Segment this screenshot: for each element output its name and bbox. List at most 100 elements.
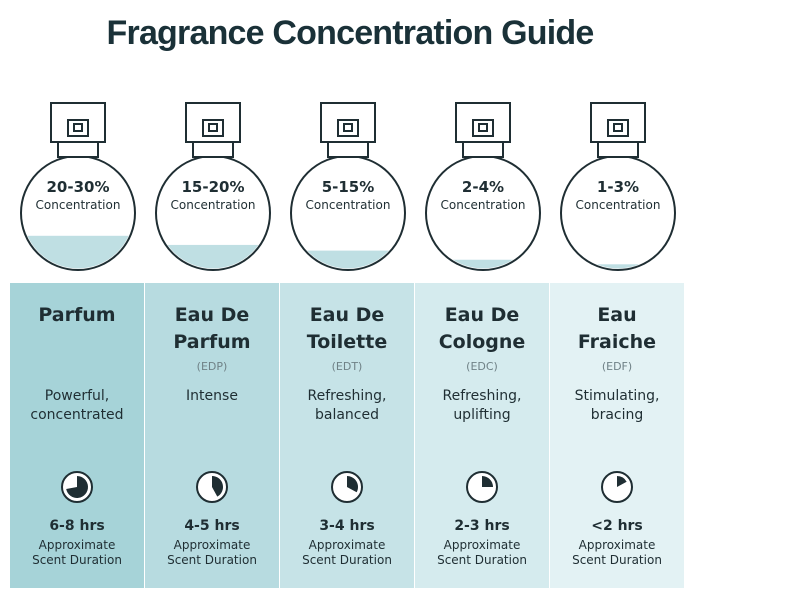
fragrance-name: Eau Fraiche bbox=[550, 302, 684, 356]
fragrance-name: Eau De Parfum bbox=[145, 302, 279, 356]
duration-wedge bbox=[212, 476, 224, 497]
name-line: Fraiche bbox=[577, 331, 657, 353]
liquid-level bbox=[157, 244, 269, 269]
scent-duration: 6-8 hrs bbox=[49, 518, 105, 534]
fragrance-column: 5-15% Concentration Eau De Toilette (EDT) Ref… bbox=[280, 0, 416, 600]
duration-label-line: Approximate bbox=[173, 538, 251, 552]
clock-icon bbox=[466, 471, 498, 503]
clock-icon bbox=[601, 471, 633, 503]
perfume-bottle-icon bbox=[550, 100, 686, 272]
description-line: uplifting bbox=[453, 407, 511, 423]
clock-icon bbox=[195, 470, 229, 504]
duration-label-line: Approximate bbox=[38, 538, 116, 552]
description-line: balanced bbox=[314, 407, 379, 423]
duration-wedge bbox=[482, 476, 493, 487]
perfume-bottle-icon bbox=[290, 102, 406, 271]
fragrance-abbreviation: (EDT) bbox=[331, 360, 363, 373]
perfume-bottle-icon bbox=[560, 102, 676, 271]
duration-label-line: Scent Duration bbox=[302, 553, 392, 567]
concentration-value: 1-3% bbox=[596, 178, 640, 196]
perfume-bottle-icon bbox=[415, 100, 551, 272]
fragrance-column: 2-4% Concentration Eau De Cologne (EDC) Refre… bbox=[415, 0, 551, 600]
duration-label-line: Scent Duration bbox=[32, 553, 122, 567]
description-line: Refreshing, bbox=[307, 388, 387, 404]
description-line: Stimulating, bbox=[574, 388, 660, 404]
clock-icon bbox=[331, 471, 363, 503]
clock-icon bbox=[196, 471, 228, 503]
fragrance-abbreviation: (EDC) bbox=[466, 360, 498, 373]
fragrance-description: Intense bbox=[145, 387, 279, 406]
perfume-bottle-icon bbox=[10, 100, 146, 272]
concentration-value: 15-20% bbox=[181, 178, 245, 196]
clock-icon bbox=[465, 470, 499, 504]
perfume-bottle-icon bbox=[145, 100, 281, 272]
duration-wedge bbox=[347, 476, 359, 493]
perfume-bottle-icon bbox=[280, 100, 416, 272]
page-title: Fragrance Concentration Guide bbox=[106, 14, 595, 52]
concentration-value: 2-4% bbox=[461, 178, 505, 196]
liquid-level bbox=[427, 259, 539, 269]
fragrance-name: Eau De Toilette bbox=[280, 302, 414, 356]
name-line: Parfum bbox=[38, 304, 116, 326]
name-line: Eau De bbox=[174, 304, 250, 326]
duration-label: Approximate Scent Duration bbox=[10, 538, 144, 568]
description-line: concentrated bbox=[30, 407, 124, 423]
name-line: Parfum bbox=[173, 331, 251, 353]
description-line: Refreshing, bbox=[442, 388, 522, 404]
fragrance-abbreviation: (EDP) bbox=[196, 360, 228, 373]
perfume-bottle-icon bbox=[425, 102, 541, 271]
fragrance-column: 20-30% Concentration Parfum Powerful, concen… bbox=[10, 0, 146, 600]
fragrance-name: Parfum bbox=[10, 302, 144, 329]
clock-icon bbox=[61, 471, 93, 503]
fragrance-column: 15-20% Concentration Eau De Parfum (EDP) Inte… bbox=[145, 0, 281, 600]
fragrance-panel bbox=[145, 283, 279, 588]
fragrance-description: Refreshing, uplifting bbox=[415, 387, 549, 425]
concentration-value: 20-30% bbox=[46, 178, 110, 196]
fragrance-description: Stimulating, bracing bbox=[550, 387, 684, 425]
perfume-bottle-icon bbox=[155, 102, 271, 271]
clock-icon bbox=[60, 470, 94, 504]
duration-label: Approximate Scent Duration bbox=[280, 538, 414, 568]
fragrance-column: 1-3% Concentration Eau Fraiche (EDF) Stimulat… bbox=[550, 0, 686, 600]
concentration-label: Concentration bbox=[575, 198, 661, 212]
perfume-bottle-icon bbox=[20, 102, 136, 271]
concentration-label: Concentration bbox=[170, 198, 256, 212]
description-line: Intense bbox=[186, 388, 238, 404]
name-line: Eau De bbox=[444, 304, 520, 326]
description-line: Powerful, bbox=[44, 388, 110, 404]
concentration-label: Concentration bbox=[305, 198, 391, 212]
name-line: Cologne bbox=[438, 331, 526, 353]
scent-duration: 3-4 hrs bbox=[319, 518, 375, 534]
duration-label: Approximate Scent Duration bbox=[550, 538, 684, 568]
name-line: Eau De bbox=[309, 304, 385, 326]
duration-wedge bbox=[617, 476, 627, 487]
duration-label: Approximate Scent Duration bbox=[415, 538, 549, 568]
fragrance-abbreviation: (EDF) bbox=[601, 360, 633, 373]
duration-wedge bbox=[66, 476, 88, 498]
scent-duration: 4-5 hrs bbox=[184, 518, 240, 534]
concentration-value: 5-15% bbox=[321, 178, 375, 196]
fragrance-description: Powerful, concentrated bbox=[10, 387, 144, 425]
duration-label-line: Approximate bbox=[308, 538, 386, 552]
clock-icon bbox=[330, 470, 364, 504]
fragrance-name: Eau De Cologne bbox=[415, 302, 549, 356]
duration-label-line: Approximate bbox=[443, 538, 521, 552]
duration-label-line: Scent Duration bbox=[572, 553, 662, 567]
name-line: Toilette bbox=[306, 331, 388, 353]
duration-label-line: Approximate bbox=[578, 538, 656, 552]
fragrance-panel bbox=[550, 283, 684, 588]
duration-label: Approximate Scent Duration bbox=[145, 538, 279, 568]
duration-label-line: Scent Duration bbox=[167, 553, 257, 567]
scent-duration: 2-3 hrs bbox=[454, 518, 510, 534]
concentration-label: Concentration bbox=[35, 198, 121, 212]
fragrance-panel bbox=[415, 283, 549, 588]
liquid-level bbox=[562, 264, 674, 269]
concentration-label: Concentration bbox=[440, 198, 526, 212]
fragrance-panel bbox=[10, 283, 144, 588]
fragrance-description: Refreshing, balanced bbox=[280, 387, 414, 425]
scent-duration: <2 hrs bbox=[591, 518, 643, 534]
name-line: Eau bbox=[597, 304, 637, 326]
fragrance-panel bbox=[280, 283, 414, 588]
description-line: bracing bbox=[590, 407, 644, 423]
duration-label-line: Scent Duration bbox=[437, 553, 527, 567]
